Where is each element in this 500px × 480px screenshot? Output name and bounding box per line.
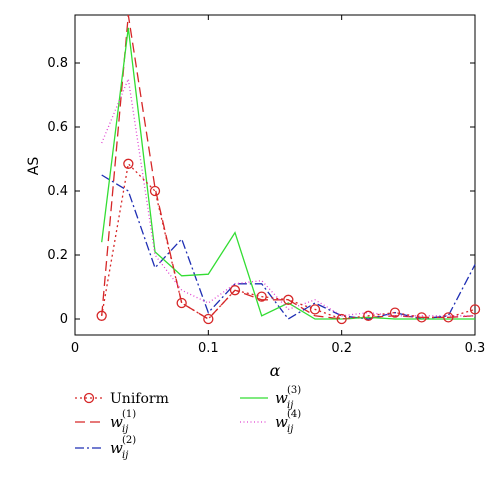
- y-tick-label: 0.4: [47, 184, 68, 199]
- series-line-1: [101, 14, 476, 320]
- legend-label-superscript: (4): [287, 409, 301, 420]
- x-tick-label: 0: [71, 341, 79, 356]
- y-axis-ticks: 0 0.2 0.4 0.6 0.8: [47, 56, 475, 327]
- legend-label: w: [275, 413, 288, 431]
- y-tick-label: 0.6: [47, 120, 68, 135]
- legend-label: w: [110, 439, 123, 457]
- legend-label-superscript: (2): [122, 435, 136, 446]
- series-line-4: [101, 76, 475, 317]
- data-point-marker: [336, 313, 347, 325]
- legend-label-subscript: ij: [122, 450, 128, 461]
- legend-label: w: [110, 413, 123, 431]
- x-tick-label: 0.1: [198, 341, 219, 356]
- data-point-marker: [203, 313, 214, 325]
- y-tick-label: 0.8: [47, 56, 68, 71]
- data-point-marker: [469, 304, 481, 315]
- x-tick-label: 0.2: [331, 341, 352, 356]
- series-line-2: [101, 174, 476, 320]
- x-axis-ticks: 0 0.1 0.2 0.3: [71, 15, 485, 356]
- plot-frame: [74, 14, 476, 336]
- x-axis-label: α: [270, 361, 281, 380]
- data-point-marker: [416, 312, 427, 323]
- y-tick-label: 0: [60, 312, 68, 327]
- data-point-marker: [229, 285, 241, 296]
- legend-label-superscript: (1): [122, 409, 136, 420]
- y-axis-label: AS: [26, 157, 42, 176]
- legend-label-subscript: ij: [287, 400, 293, 411]
- legend-marker: [83, 392, 95, 404]
- data-point-marker: [176, 297, 187, 309]
- x-tick-label: 0.3: [465, 341, 486, 356]
- data-point-marker: [389, 307, 401, 318]
- data-point-marker: [309, 304, 321, 315]
- legend-label-subscript: ij: [122, 424, 128, 435]
- data-point-marker: [363, 310, 374, 321]
- data-point-marker: [123, 158, 134, 169]
- y-tick-label: 0.2: [47, 248, 68, 263]
- series-line-3: [101, 27, 475, 320]
- data-point-marker: [96, 310, 107, 321]
- data-point-marker: [283, 294, 294, 305]
- series-layer: [96, 14, 481, 325]
- legend-label-subscript: ij: [287, 424, 293, 435]
- data-point-marker: [149, 185, 161, 197]
- series-line-0: [101, 162, 476, 320]
- legend-label: w: [275, 389, 288, 407]
- legend-label-superscript: (3): [287, 385, 301, 396]
- legend-label: Uniform: [110, 391, 169, 407]
- data-point-marker: [256, 291, 267, 302]
- data-point-marker: [443, 312, 454, 323]
